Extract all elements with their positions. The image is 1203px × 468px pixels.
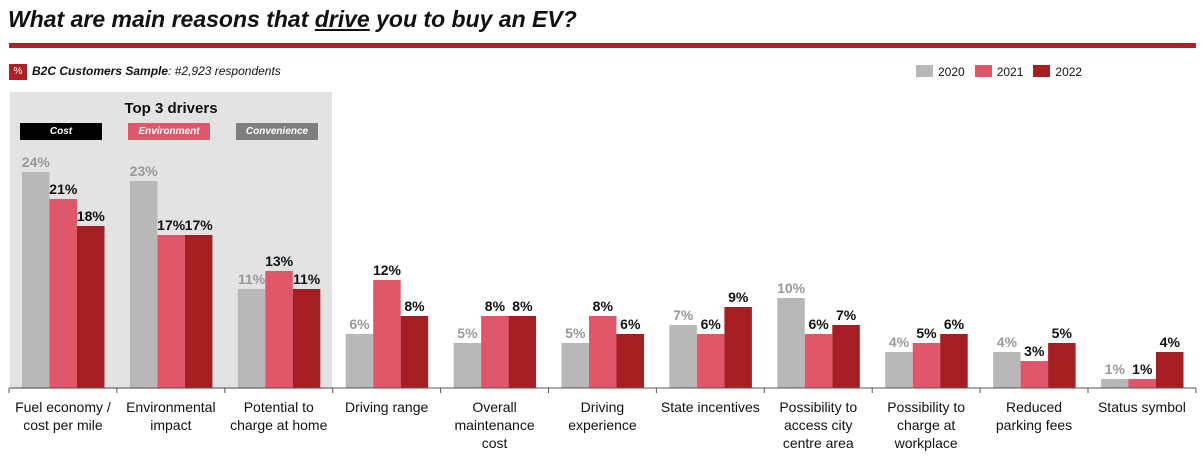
category-label: Driving range bbox=[345, 399, 429, 415]
data-label-2020: 5% bbox=[565, 325, 586, 341]
bar-2022 bbox=[400, 316, 429, 388]
data-label-2022: 4% bbox=[1160, 334, 1181, 350]
data-label-2020: 5% bbox=[457, 325, 478, 341]
data-label-2020: 4% bbox=[889, 334, 910, 350]
page-title: What are main reasons that drive you to … bbox=[8, 6, 577, 32]
bar-2020 bbox=[993, 352, 1021, 388]
title-divider bbox=[9, 43, 1196, 48]
legend-label: 2020 bbox=[938, 65, 965, 79]
data-label-2021: 13% bbox=[265, 253, 294, 269]
data-label-2022: 6% bbox=[620, 316, 641, 332]
legend-label: 2021 bbox=[996, 65, 1024, 79]
bar-2021 bbox=[157, 235, 185, 388]
bar-2020 bbox=[345, 334, 374, 388]
bar-2022 bbox=[1156, 352, 1184, 388]
data-label-2020: 11% bbox=[238, 271, 266, 287]
bar-2021 bbox=[804, 334, 833, 388]
data-label-2021: 5% bbox=[916, 325, 937, 341]
bar-2022 bbox=[508, 316, 537, 388]
data-label-2022: 11% bbox=[293, 271, 321, 287]
legend-label: 2022 bbox=[1055, 65, 1083, 79]
legend-item-2022: 2022 bbox=[1033, 65, 1082, 79]
bar-2022 bbox=[616, 334, 644, 388]
sample-note: % B2C Customers Sample: #2,923 respondent… bbox=[9, 64, 281, 80]
sample-label: B2C Customers Sample bbox=[32, 64, 169, 79]
category-label: Reduced parking fees bbox=[995, 399, 1073, 433]
category-label: Environmental impact bbox=[126, 399, 216, 433]
bar-2020 bbox=[1101, 379, 1129, 388]
bar-2021 bbox=[373, 280, 401, 388]
legend-swatch bbox=[1033, 65, 1051, 77]
bar-2021 bbox=[265, 271, 293, 388]
data-label-2021: 8% bbox=[485, 298, 506, 314]
data-label-2021: 6% bbox=[808, 316, 829, 332]
bar-2020 bbox=[453, 343, 482, 388]
bar-2020 bbox=[22, 172, 50, 388]
data-label-2021: 12% bbox=[373, 262, 402, 278]
legend-swatch bbox=[974, 65, 992, 77]
data-label-2020: 10% bbox=[777, 280, 806, 296]
data-label-2021: 17% bbox=[157, 217, 186, 233]
category-label: State incentives bbox=[660, 399, 760, 415]
data-label-2020: 7% bbox=[673, 307, 694, 323]
data-label-2021: 8% bbox=[593, 298, 614, 314]
tag-cost: Cost bbox=[20, 123, 102, 140]
bar-2022 bbox=[1048, 343, 1076, 388]
data-label-2020: 24% bbox=[22, 154, 51, 170]
bar-2021 bbox=[1020, 361, 1049, 388]
data-label-2020: 4% bbox=[997, 334, 1018, 350]
category-label: Fuel economy / cost per mile bbox=[15, 399, 111, 433]
category-label: Status symbol bbox=[1097, 399, 1186, 415]
bar-2022 bbox=[184, 235, 213, 388]
bar-2022 bbox=[292, 289, 321, 388]
bar-2021 bbox=[481, 316, 509, 388]
bar-2020 bbox=[561, 343, 589, 388]
data-label-2022: 5% bbox=[1052, 325, 1073, 341]
data-label-2020: 23% bbox=[130, 163, 159, 179]
bar-2022 bbox=[724, 307, 752, 388]
category-label: Possibility to charge at workplace bbox=[887, 399, 966, 451]
data-label-2020: 1% bbox=[1105, 361, 1126, 377]
data-label-2022: 7% bbox=[836, 307, 857, 323]
bar-2020 bbox=[885, 352, 913, 388]
data-label-2022: 8% bbox=[404, 298, 425, 314]
bar-2021 bbox=[49, 199, 77, 388]
data-label-2022: 9% bbox=[728, 289, 749, 305]
data-label-2021: 6% bbox=[701, 316, 722, 332]
chart-legend: 2020 2021 2022 bbox=[916, 65, 1092, 79]
data-label-2020: 6% bbox=[349, 316, 370, 332]
legend-item-2020: 2020 bbox=[916, 65, 965, 79]
data-label-2022: 6% bbox=[944, 316, 965, 332]
top-drivers-title: Top 3 drivers bbox=[124, 100, 218, 117]
percent-icon: % bbox=[9, 64, 27, 80]
category-label: Possibility to access city centre area bbox=[779, 399, 858, 451]
bar-2021 bbox=[696, 334, 725, 388]
bar-2020 bbox=[777, 298, 805, 388]
sample-value: : #2,923 respondents bbox=[168, 64, 281, 79]
tag-convenience: Convenience bbox=[236, 123, 318, 140]
legend-item-2021: 2021 bbox=[974, 65, 1024, 79]
tag-environment: Environment bbox=[128, 123, 210, 140]
bar-2020 bbox=[129, 181, 158, 388]
bar-2020 bbox=[237, 289, 266, 388]
category-label: Driving experience bbox=[568, 399, 637, 433]
bar-2021 bbox=[589, 316, 617, 388]
category-label: Overall maintenance cost bbox=[454, 399, 535, 451]
data-label-2022: 18% bbox=[77, 208, 106, 224]
bar-2021 bbox=[912, 343, 941, 388]
data-label-2021: 21% bbox=[49, 181, 78, 197]
bar-2022 bbox=[940, 334, 968, 388]
data-label-2022: 8% bbox=[512, 298, 533, 314]
bar-2022 bbox=[77, 226, 105, 388]
bar-2022 bbox=[832, 325, 860, 388]
bar-2021 bbox=[1128, 379, 1156, 388]
data-label-2022: 17% bbox=[185, 217, 214, 233]
data-label-2021: 3% bbox=[1024, 343, 1045, 359]
data-label-2021: 1% bbox=[1132, 361, 1153, 377]
category-label: Potential to charge at home bbox=[230, 399, 328, 433]
legend-swatch bbox=[916, 65, 933, 77]
bar-2020 bbox=[669, 325, 697, 388]
